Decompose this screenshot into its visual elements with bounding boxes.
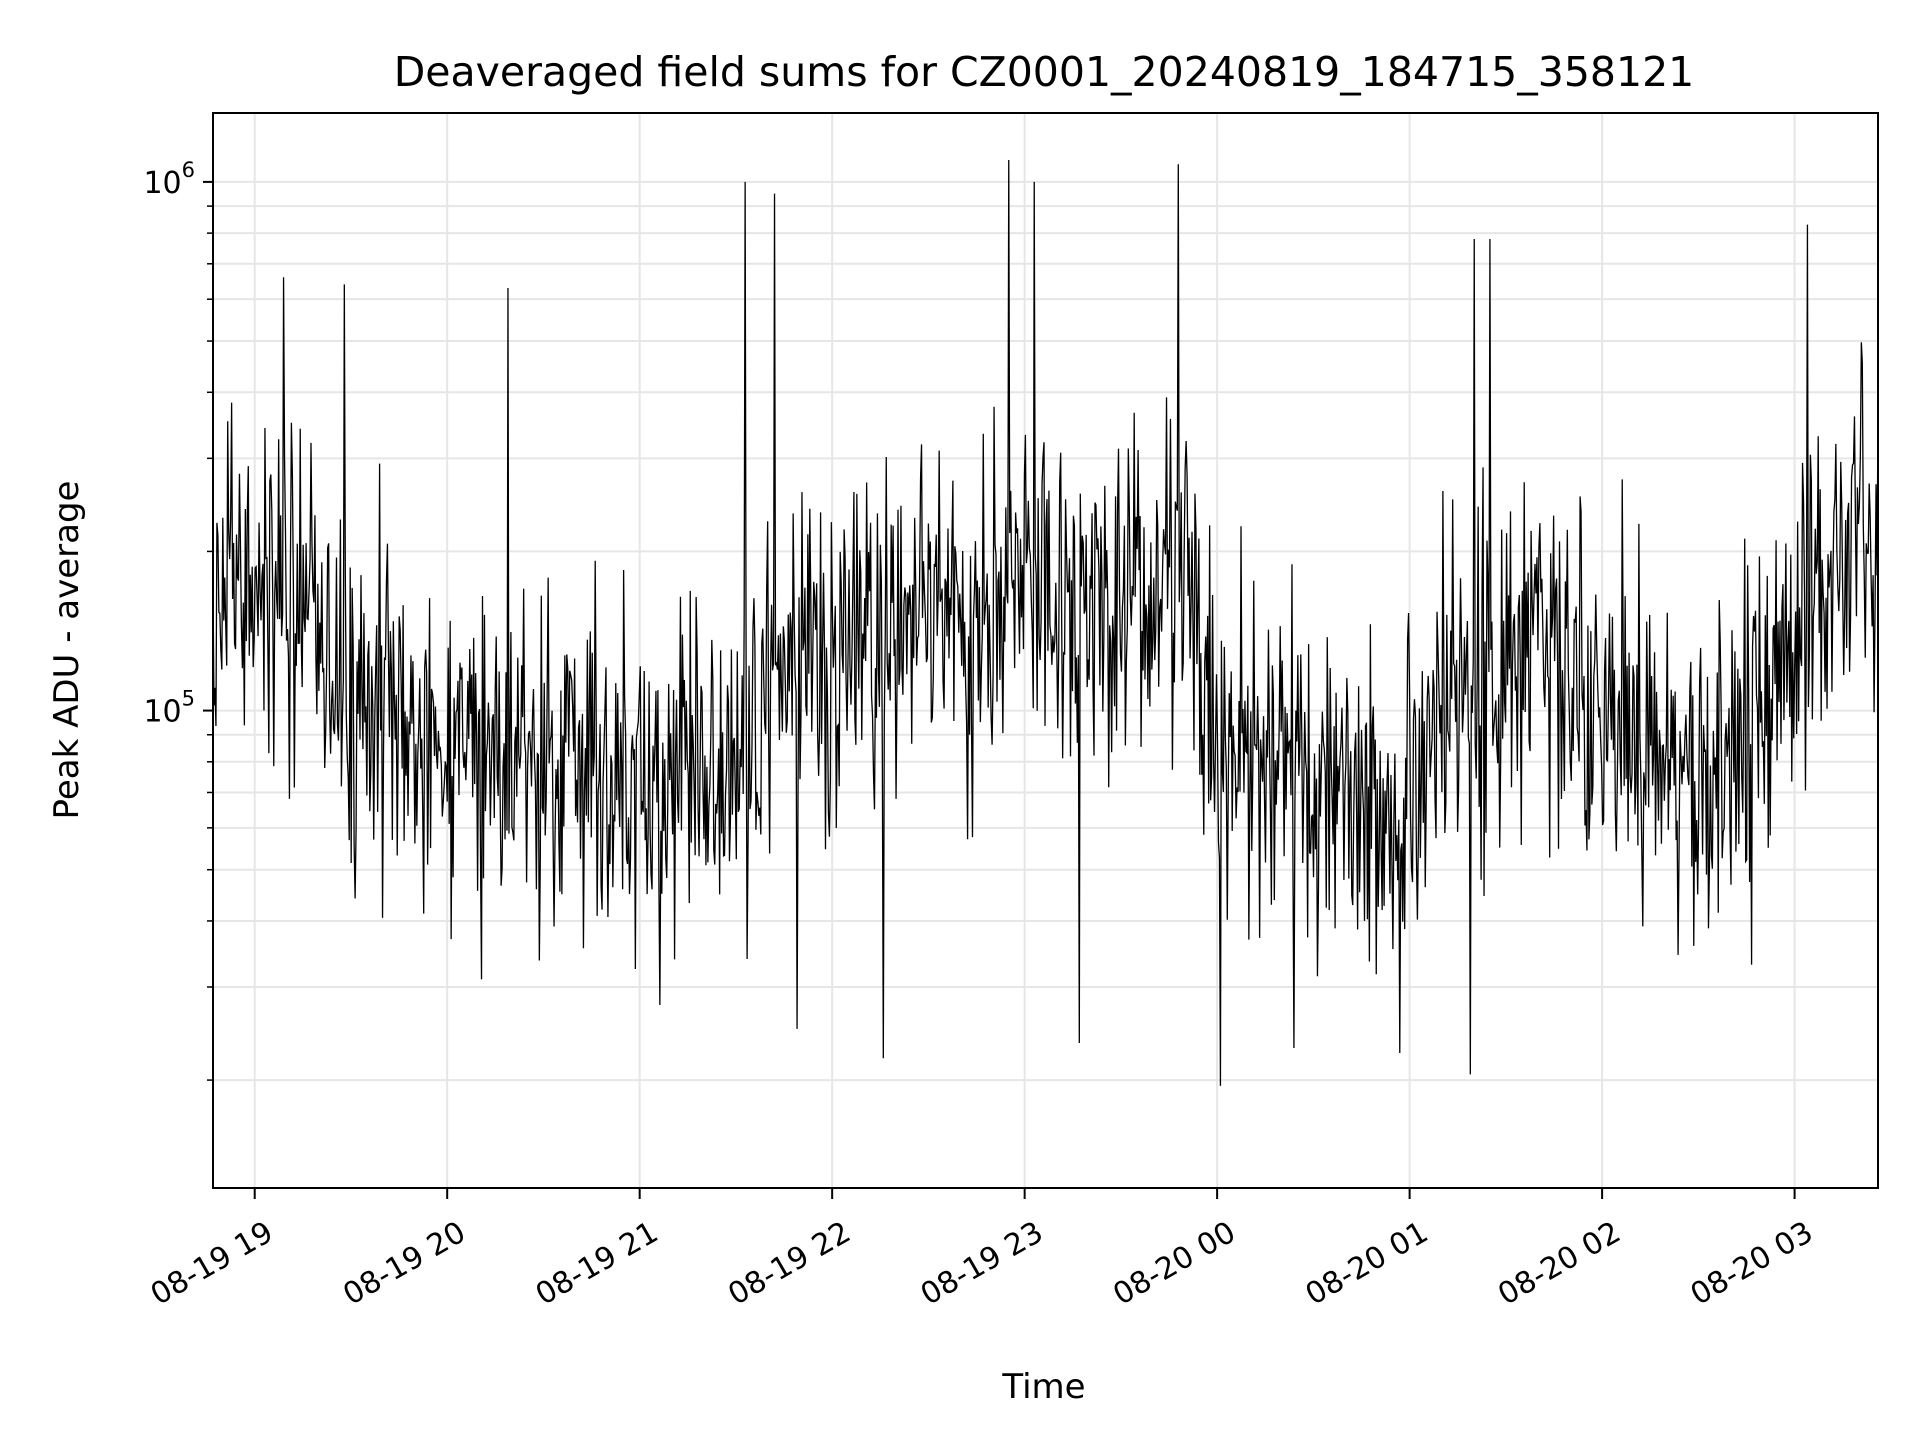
data-layer (212, 160, 1879, 1086)
y-tick-label: 106 (143, 158, 195, 201)
y-axis-label: Peak ADU - average (47, 481, 87, 820)
series-line (212, 160, 1879, 1086)
y-tick-label-exponent: 5 (182, 687, 195, 711)
x-axis-label: Time (1001, 1367, 1085, 1407)
plot-frame (212, 112, 1879, 1189)
y-tick-label-base: 10 (143, 166, 181, 201)
chart-title: Deaveraged field sums for CZ0001_2024081… (394, 48, 1695, 96)
y-tick-label-exponent: 6 (182, 158, 195, 182)
y-tick-label-base: 10 (143, 695, 181, 730)
y-tick-label: 105 (143, 687, 195, 730)
